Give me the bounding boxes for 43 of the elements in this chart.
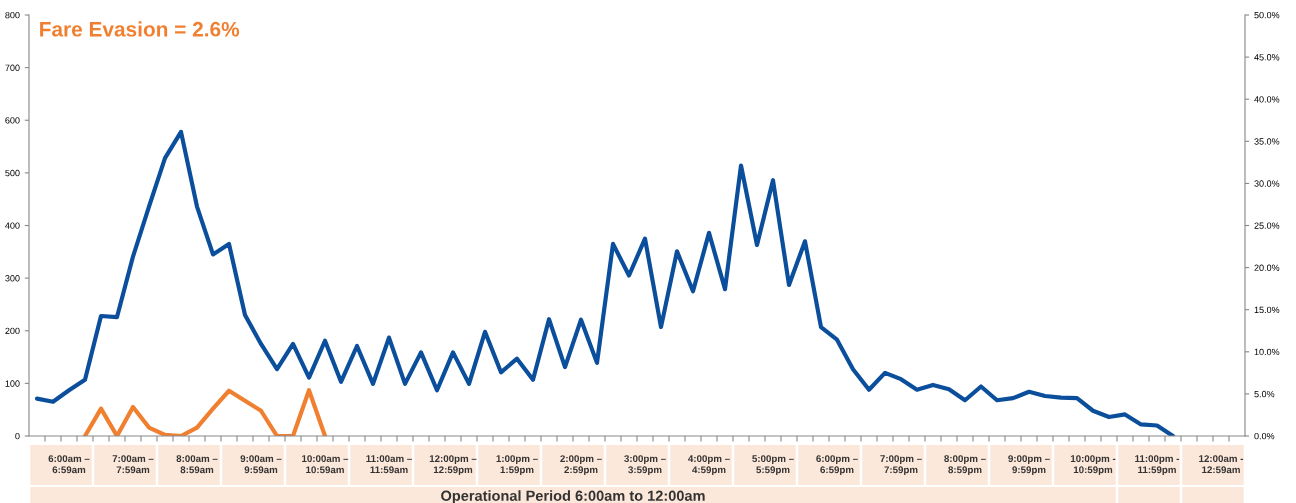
y2-tick-label: 20.0% xyxy=(1254,264,1280,271)
y2-tick-label: 15.0% xyxy=(1254,306,1280,314)
y2-tick-label: 35.0% xyxy=(1254,138,1280,145)
chart-title: Fare Evasion = 2.6% xyxy=(40,21,240,37)
y2-tick-label: 50.0% xyxy=(1254,11,1280,19)
y-tick-label: 500 xyxy=(5,169,20,177)
y-tick-label: 800 xyxy=(5,11,20,19)
x-tick-label: 4:00pm – 4:59pm xyxy=(688,455,730,476)
y-tick-label: 400 xyxy=(5,222,20,229)
x-tick-label: 12:00am - 12:59am xyxy=(1199,455,1244,474)
x-tick-label: 3:00pm – 3:59pm xyxy=(624,455,666,476)
y2-tick-label: 40.0% xyxy=(1254,96,1280,103)
y-tick-label: 200 xyxy=(5,327,20,335)
x-tick-label: 9:00pm – 9:59pm xyxy=(1008,455,1050,476)
x-tick-label: 8:00pm – 8:59pm xyxy=(944,455,986,476)
x-tick-label: 6:00pm – 6:59pm xyxy=(816,455,858,476)
y-tick-label: 600 xyxy=(5,117,20,124)
x-tick-label: 7:00pm – 7:59pm xyxy=(880,455,922,476)
x-tick-label: 10:00am – 10:59am xyxy=(302,455,349,474)
y-tick-label: 0 xyxy=(15,432,20,440)
x-tick-label: 6:00am – 6:59am xyxy=(48,455,90,474)
x-axis-title: Operational Period 6:00am to 12:00am xyxy=(441,490,705,503)
line-series xyxy=(34,129,1176,436)
x-tick-label: 1:00pm – 1:59pm xyxy=(496,455,538,476)
y2-tick-label: 45.0% xyxy=(1254,54,1280,61)
x-tick-label: 8:00am – 8:59am xyxy=(176,455,218,474)
x-tick-label: 11:00pm - 11:59pm xyxy=(1135,455,1180,476)
x-tick-label: 5:00pm – 5:59pm xyxy=(752,455,794,476)
y2-tick-label: 5.0% xyxy=(1254,390,1275,398)
x-tick-label: 9:00am – 9:59am xyxy=(240,455,282,474)
y-tick-label: 300 xyxy=(5,275,20,282)
y2-tick-label: 30.0% xyxy=(1254,180,1280,187)
y2-tick-label: 0.0% xyxy=(1254,432,1275,440)
x-tick-label: 12:00pm – 12:59pm xyxy=(429,455,477,476)
x-tick-label: 10:00pm - 10:59pm xyxy=(1070,455,1116,476)
y2-tick-label: 10.0% xyxy=(1254,348,1280,356)
y-tick-label: 100 xyxy=(5,380,20,387)
line-series xyxy=(82,388,328,436)
x-tick-label: 11:00am – 11:59am xyxy=(366,455,412,474)
y2-tick-label: 25.0% xyxy=(1254,222,1280,229)
x-tick-label: 2:00pm – 2:59pm xyxy=(560,455,602,476)
y-tick-label: 700 xyxy=(5,64,20,71)
x-tick-label: 7:00am – 7:59am xyxy=(112,455,154,474)
